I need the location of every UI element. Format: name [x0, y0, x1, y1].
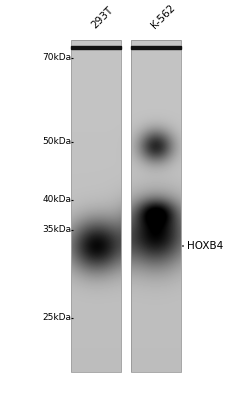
- Text: HOXB4: HOXB4: [188, 241, 224, 251]
- Text: 50kDa: 50kDa: [42, 138, 71, 146]
- Bar: [71, 46, 121, 49]
- Text: 35kDa: 35kDa: [42, 226, 71, 234]
- Bar: [131, 46, 181, 49]
- Text: K-562: K-562: [149, 2, 177, 30]
- Text: 70kDa: 70kDa: [42, 54, 71, 62]
- Bar: [131, 40, 181, 372]
- Text: 25kDa: 25kDa: [42, 314, 71, 322]
- Text: 293T: 293T: [89, 4, 115, 30]
- Text: 40kDa: 40kDa: [42, 196, 71, 204]
- Bar: [71, 40, 121, 372]
